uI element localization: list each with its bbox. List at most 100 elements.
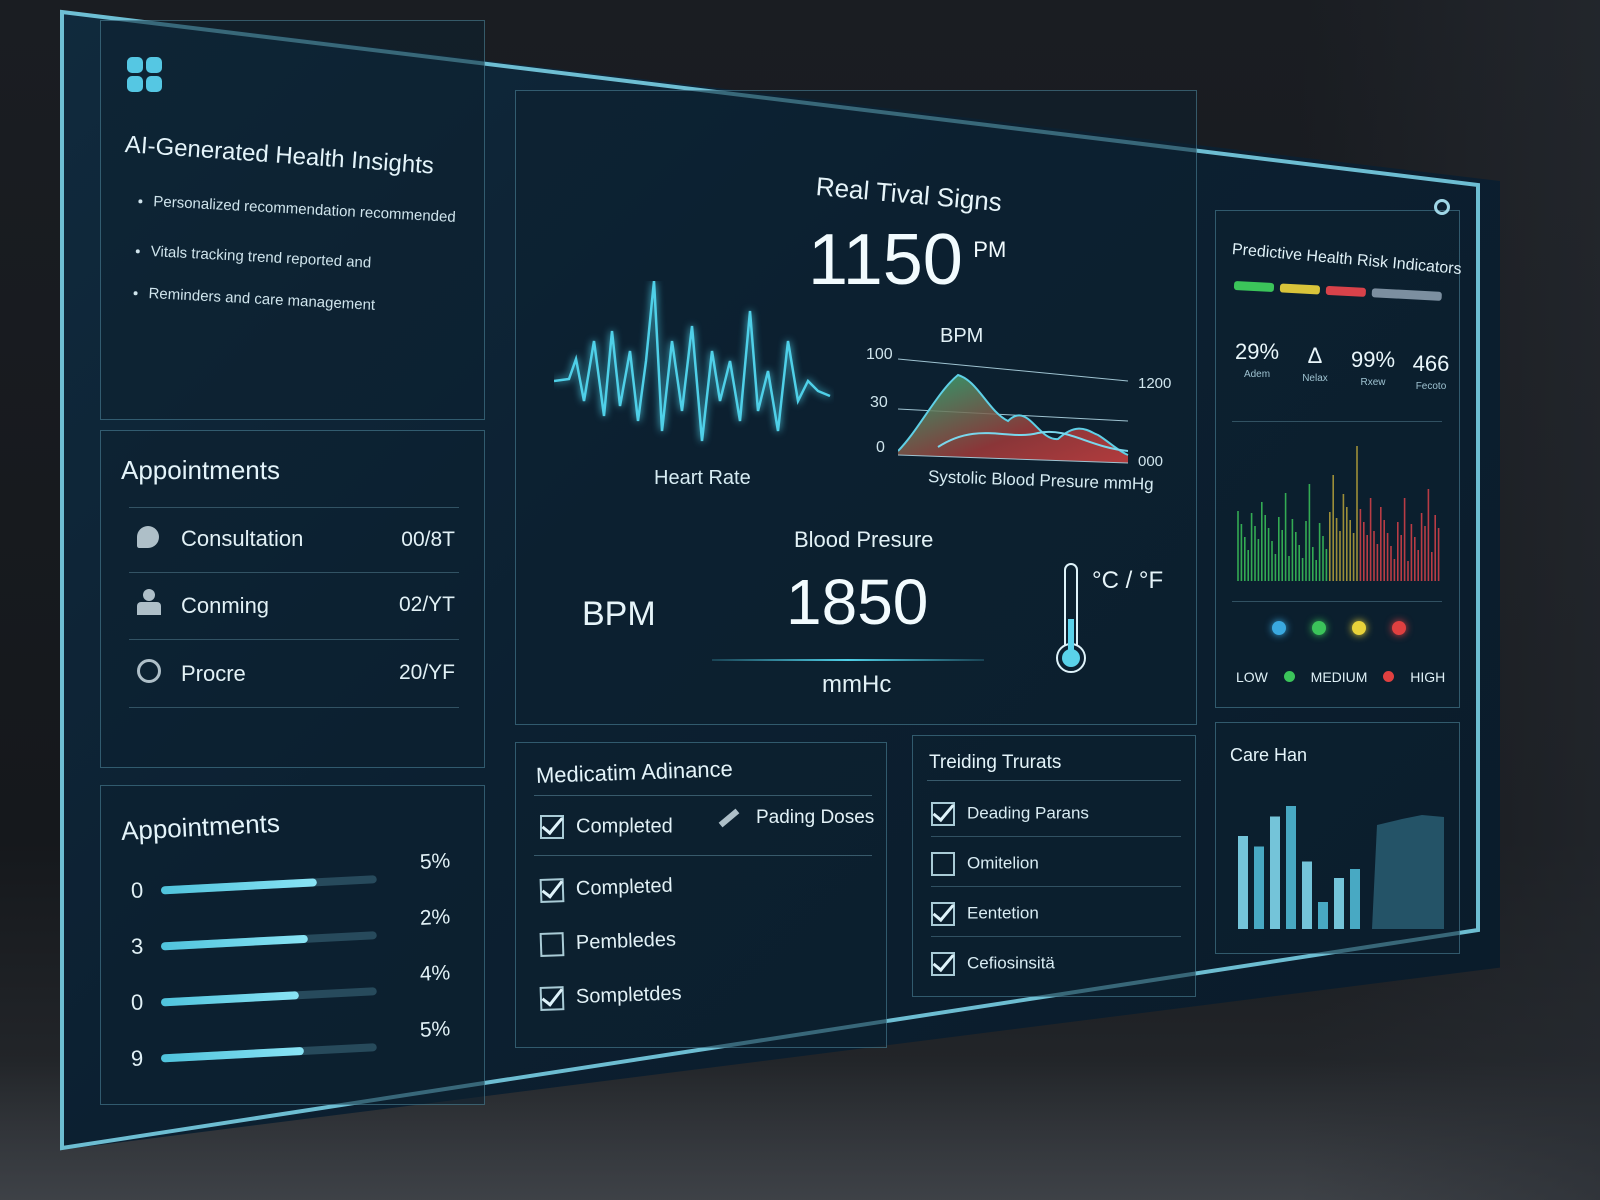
careplan-bar	[1302, 861, 1312, 929]
med-top-item[interactable]: Completed	[540, 815, 673, 839]
trend-checkbox[interactable]	[931, 952, 955, 976]
appointment-row[interactable]: Consultation 00/8T	[129, 507, 459, 573]
legend-medium: MEDIUM	[1310, 669, 1368, 685]
med-checkbox[interactable]	[540, 815, 564, 839]
vitals-title: Real Tival Signs	[814, 171, 1004, 218]
progress-track[interactable]	[160, 875, 377, 895]
trending-panel: Treiding Trurats Deading Parans Omitelion…	[912, 735, 1196, 997]
med-checkbox[interactable]	[539, 986, 565, 1011]
insights-panel: AI-Generated Health Insights Personalize…	[100, 20, 485, 420]
progress-fill	[160, 878, 317, 895]
bp-value: 1850	[786, 566, 929, 638]
systolic-label: Systolic Blood Presure mmHg	[927, 467, 1155, 494]
risk-stat-value: Δ	[1307, 343, 1323, 368]
careplan-bar	[1270, 816, 1280, 929]
insight-item: Reminders and care management	[148, 284, 469, 321]
risk-level-bar	[1233, 281, 1275, 293]
risk-panel: Predictive Health Risk Indicators 29% Ade…	[1215, 199, 1462, 708]
progress-percent: 5%	[419, 1017, 451, 1042]
careplan-bar-chart	[1238, 806, 1444, 929]
appointment-date: 20/YF	[398, 661, 455, 684]
trend-item[interactable]: Eentetion	[931, 902, 1181, 937]
apps-icon[interactable]	[127, 57, 163, 93]
progress-fill	[160, 991, 300, 1007]
risk-dot	[1392, 621, 1406, 635]
trend-item[interactable]: Deading Parans	[931, 802, 1181, 837]
insight-item: Personalized recommendation recommended	[153, 192, 474, 229]
progress-panel: Appointments 0 5% 3 2% 0 4% 9 5%	[100, 785, 485, 1105]
bpm-right-tick: 1200	[1138, 375, 1172, 392]
progress-track[interactable]	[160, 931, 377, 951]
careplan-bar	[1286, 806, 1296, 929]
blood-pressure-area-chart	[898, 358, 1129, 464]
progress-fill	[160, 1046, 304, 1063]
risk-stat-value: 99%	[1350, 347, 1396, 372]
main-value: 1150	[808, 220, 963, 300]
pending-doses[interactable]: Pading Doses	[718, 807, 874, 829]
risk-level-bar	[1279, 283, 1321, 295]
trend-label: Eentetion	[967, 903, 1039, 923]
progress-row: 0 4%	[130, 961, 461, 1018]
risk-level-bar	[1325, 285, 1367, 297]
risk-stat-value: 466	[1412, 351, 1450, 376]
trend-label: Deading Parans	[967, 803, 1089, 823]
risk-stat-label: Adem	[1243, 369, 1271, 380]
med-label: Completed	[576, 815, 673, 838]
bpm-y-tick: 100	[866, 346, 893, 363]
medication-title: Medicatim Adinance	[535, 756, 734, 788]
risk-level-bar	[1371, 288, 1442, 301]
trend-checkbox[interactable]	[931, 852, 955, 876]
appointments-title: Appointments	[121, 455, 280, 485]
progress-row: 9 5%	[130, 1017, 461, 1074]
risk-stat-label: Fecoto	[1415, 381, 1447, 392]
trending-title: Treiding Trurats	[929, 752, 1062, 773]
risk-level-bars	[1233, 281, 1446, 302]
bpm-right-tick: 000	[1138, 453, 1164, 470]
med-label: Completed	[575, 874, 673, 901]
bpm-y-tick: 30	[870, 394, 888, 411]
insight-item: Vitals tracking trend reported and	[150, 242, 471, 279]
careplan-area	[1372, 815, 1444, 929]
risk-stat: 466 Fecoto	[1404, 351, 1458, 392]
risk-legend: LOW MEDIUM HIGH	[1236, 669, 1456, 685]
risk-stats: 29% Adem Δ Nelax 99% Rxew 466 Fecoto	[1230, 339, 1450, 399]
heart-rate-waveform	[554, 281, 831, 442]
risk-stat-label: Rxew	[1360, 377, 1386, 388]
progress-percent: 5%	[419, 849, 451, 874]
thermometer-icon	[1056, 563, 1086, 683]
risk-stat: Δ Nelax	[1288, 343, 1342, 384]
insights-list: Personalized recommendation recommended …	[128, 191, 473, 321]
progress-number: 0	[130, 989, 144, 1015]
trend-checkbox[interactable]	[931, 902, 955, 926]
careplan-bar	[1350, 869, 1360, 929]
trend-label: Cefiosinsitä	[967, 953, 1055, 973]
progress-track[interactable]	[160, 1043, 377, 1063]
med-item[interactable]: Completed	[539, 874, 673, 903]
settings-icon[interactable]	[1434, 199, 1450, 215]
risk-dot	[1352, 621, 1366, 635]
med-item[interactable]: Sompletdes	[539, 982, 682, 1011]
vitals-main-value: 1150 PM	[808, 219, 1006, 301]
appointment-row[interactable]: Procre 20/YF	[129, 641, 459, 708]
trend-checkbox[interactable]	[931, 802, 955, 826]
med-checkbox[interactable]	[539, 878, 565, 903]
clock-icon	[137, 659, 161, 683]
risk-divider	[1232, 601, 1442, 602]
med-item[interactable]: Pembledes	[539, 928, 677, 957]
med-checkbox[interactable]	[539, 932, 565, 957]
trend-item[interactable]: Omitelion	[931, 852, 1181, 887]
trend-label: Omitelion	[967, 853, 1039, 873]
risk-spike-chart	[1237, 446, 1440, 581]
trend-item[interactable]: Cefiosinsitä	[931, 952, 1181, 986]
person-icon	[137, 589, 161, 615]
legend-high: HIGH	[1410, 669, 1446, 685]
progress-track[interactable]	[160, 987, 377, 1007]
risk-stat: 29% Adem	[1230, 339, 1284, 380]
main-unit: PM	[973, 237, 1007, 262]
temp-unit: °C / °F	[1092, 567, 1164, 594]
medication-divider	[534, 855, 872, 856]
appointment-date: 02/YT	[398, 593, 455, 616]
careplan-panel: Care Han	[1215, 722, 1460, 954]
appointment-row[interactable]: Conming 02/YT	[129, 573, 459, 640]
appointment-label: Procre	[181, 661, 246, 686]
